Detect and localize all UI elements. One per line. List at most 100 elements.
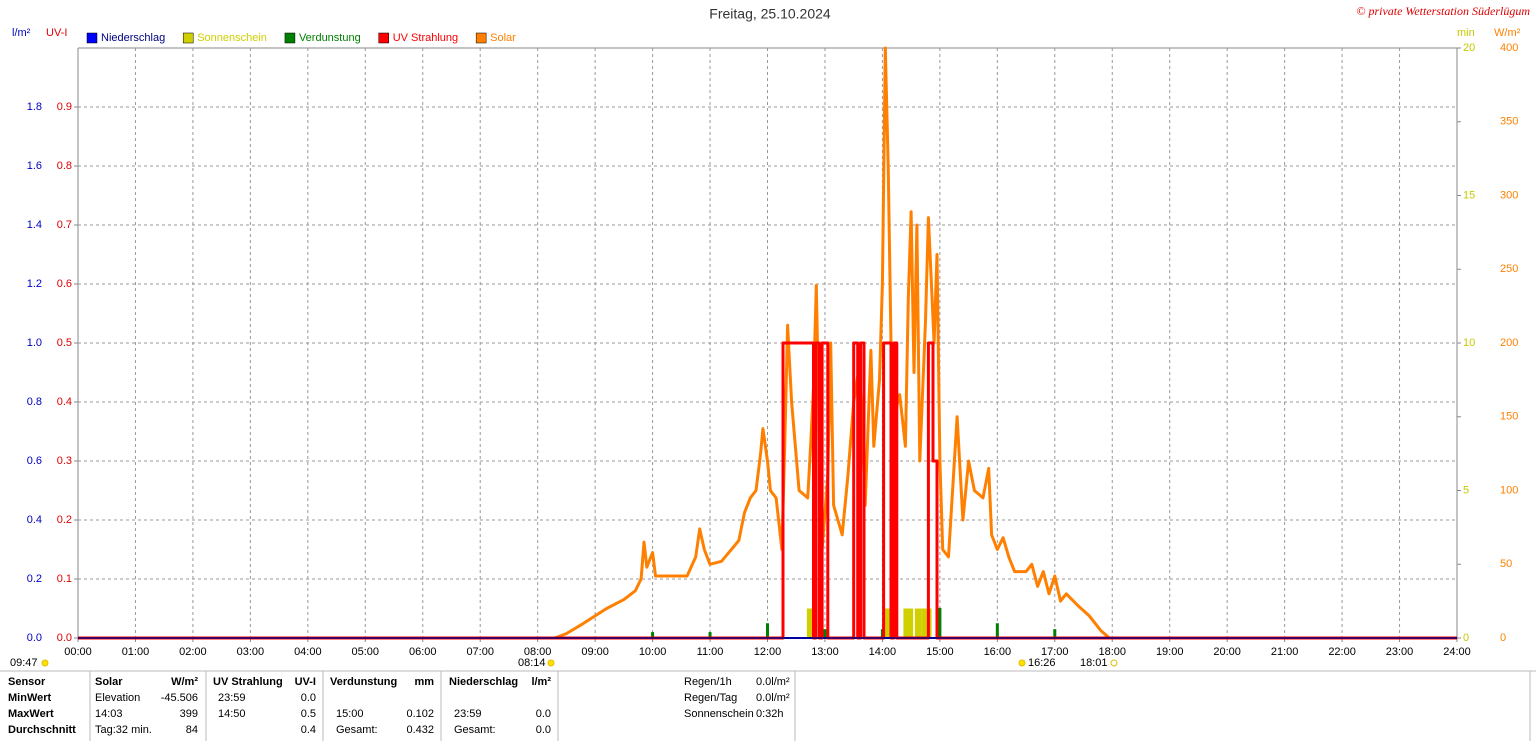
y3-tick-label: 15 [1463, 189, 1475, 201]
y-axis-unit: l/m² [12, 27, 31, 39]
copyright: © private Wetterstation Süderlügum [1356, 4, 1530, 18]
y4-tick-label: 150 [1500, 411, 1518, 423]
x-tick-label: 00:00 [64, 646, 92, 658]
table-cell: 0.102 [406, 708, 434, 720]
x-tick-label: 07:00 [466, 646, 494, 658]
summary-value: 0.0l/m² [756, 676, 790, 688]
bar [708, 632, 712, 638]
y2-tick-label: 0.4 [57, 396, 72, 408]
y4-tick-label: 400 [1500, 42, 1518, 54]
summary-value: 0:32h [756, 708, 784, 720]
y2-tick-label: 0.9 [57, 101, 72, 113]
y-tick-label: 0.0 [27, 632, 42, 644]
table-cell: -45.506 [161, 692, 198, 704]
x-tick-label: 17:00 [1041, 646, 1069, 658]
table-cell: 0.0 [536, 708, 551, 720]
legend-label: Niederschlag [101, 32, 165, 44]
x-tick-label: 20:00 [1213, 646, 1241, 658]
y-tick-label: 1.2 [27, 278, 42, 290]
table-cell: 399 [180, 708, 198, 720]
y2-axis-unit: UV-I [46, 27, 67, 39]
x-tick-label: 16:00 [984, 646, 1012, 658]
y-tick-label: 0.8 [27, 396, 42, 408]
x-tick-label: 11:00 [697, 646, 724, 658]
bar [886, 608, 891, 638]
table-header: Verdunstung [330, 676, 397, 688]
legend-swatch [475, 32, 487, 44]
summary-label: Regen/Tag [684, 692, 737, 704]
x-tick-label: 02:00 [179, 646, 207, 658]
bar [921, 608, 926, 638]
summary-label: Regen/1h [684, 676, 732, 688]
table-header: UV-I [295, 676, 316, 688]
y-tick-label: 1.8 [27, 101, 42, 113]
sun-marker [1018, 659, 1026, 667]
table-cell: 23:59 [454, 708, 482, 720]
x-tick-label: 12:00 [754, 646, 782, 658]
y2-tick-label: 0.8 [57, 160, 72, 172]
summary-label: Sonnenschein [684, 708, 754, 720]
legend-swatch [284, 32, 296, 44]
table-cell: Tag:32 min. [95, 724, 152, 736]
table-cell: 0.4 [301, 724, 316, 736]
annotation: 18:01 [1080, 657, 1108, 669]
table-header: Solar [95, 676, 123, 688]
x-tick-label: 05:00 [352, 646, 380, 658]
x-tick-label: 22:00 [1328, 646, 1356, 658]
table-header: UV Strahlung [213, 676, 283, 688]
x-tick-label: 03:00 [237, 646, 265, 658]
legend-swatch [86, 32, 98, 44]
x-tick-label: 04:00 [294, 646, 322, 658]
x-tick-label: 14:00 [869, 646, 897, 658]
legend-label: Verdunstung [299, 32, 361, 44]
table-cell: 14:50 [218, 708, 246, 720]
y4-tick-label: 350 [1500, 116, 1518, 128]
bar [938, 607, 942, 638]
bar [903, 608, 908, 638]
table-cell: MinWert [8, 692, 52, 704]
y4-axis-unit: W/m² [1494, 27, 1521, 39]
y3-tick-label: 20 [1463, 42, 1475, 54]
y-tick-label: 1.6 [27, 160, 42, 172]
table-cell: Elevation [95, 692, 140, 704]
annotation: 09:47 [10, 657, 38, 669]
y-tick-label: 1.4 [27, 219, 42, 231]
bar [806, 608, 811, 638]
x-tick-label: 01:00 [122, 646, 150, 658]
y4-tick-label: 100 [1500, 484, 1518, 496]
y4-tick-label: 300 [1500, 189, 1518, 201]
bar [823, 629, 827, 638]
table-cell: 15:00 [336, 708, 364, 720]
y4-tick-label: 50 [1500, 558, 1512, 570]
summary-value: 0.0l/m² [756, 692, 790, 704]
table-header: W/m² [171, 676, 198, 688]
y2-tick-label: 0.2 [57, 514, 72, 526]
annotation: 08:14 [518, 657, 546, 669]
annotation: 16:26 [1028, 657, 1056, 669]
bar [883, 608, 888, 638]
bar [995, 623, 999, 638]
x-tick-label: 24:00 [1443, 646, 1471, 658]
y3-tick-label: 5 [1463, 484, 1469, 496]
y2-tick-label: 0.5 [57, 337, 72, 349]
y-tick-label: 0.6 [27, 455, 42, 467]
table-cell: 0.432 [406, 724, 434, 736]
table-cell: 14:03 [95, 708, 123, 720]
table-header: Sensor [8, 676, 46, 688]
x-tick-label: 15:00 [926, 646, 954, 658]
bar [766, 623, 769, 638]
table-cell: 0.0 [536, 724, 551, 736]
table-cell: 23:59 [218, 692, 246, 704]
legend-swatch [378, 32, 389, 44]
bar [917, 608, 922, 638]
chart-title: Freitag, 25.10.2024 [709, 6, 831, 22]
table-header: Niederschlag [449, 676, 518, 688]
y-tick-label: 0.4 [27, 514, 42, 526]
y2-tick-label: 0.0 [57, 632, 72, 644]
y4-tick-label: 0 [1500, 632, 1506, 644]
x-tick-label: 19:00 [1156, 646, 1184, 658]
bar [906, 608, 911, 638]
sun-marker [547, 659, 555, 667]
y-tick-label: 0.2 [27, 573, 42, 585]
